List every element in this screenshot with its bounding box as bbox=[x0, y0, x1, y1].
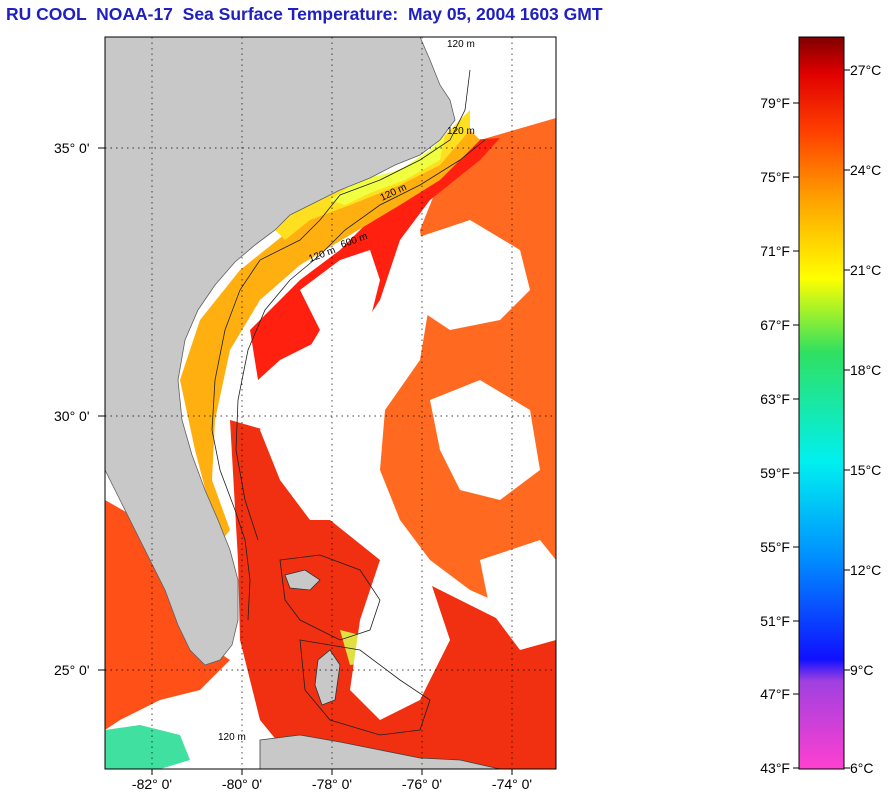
longitude-label: -80° 0' bbox=[222, 776, 262, 792]
sst-cool-inshore bbox=[330, 135, 445, 205]
colorbar-fahrenheit-label: 79°F bbox=[760, 95, 790, 111]
contour-label: 120 m bbox=[447, 39, 475, 50]
colorbar-celsius-label: 21°C bbox=[850, 262, 881, 278]
longitude-label: -76° 0' bbox=[402, 776, 442, 792]
longitude-label: -74° 0' bbox=[492, 776, 532, 792]
longitude-label: -82° 0' bbox=[132, 776, 172, 792]
bahamas-island bbox=[314, 649, 341, 706]
colorbar-ticks bbox=[793, 69, 850, 769]
colorbar-celsius-label: 6°C bbox=[850, 760, 874, 776]
map-title: RU COOL NOAA-17 Sea Surface Temperature:… bbox=[6, 4, 603, 24]
colorbar-fahrenheit-label: 63°F bbox=[760, 391, 790, 407]
cloud-blob bbox=[410, 220, 530, 330]
colorbar-fahrenheit-label: 67°F bbox=[760, 317, 790, 333]
sst-gulf-of-mexico bbox=[105, 500, 230, 730]
bathymetry-contour bbox=[235, 139, 486, 541]
latitude-label: 35° 0' bbox=[54, 140, 90, 156]
latitude-label: 30° 0' bbox=[54, 408, 90, 424]
us-southeast-landmass bbox=[105, 37, 456, 666]
sst-gulf-stream bbox=[250, 138, 500, 380]
bathymetry-contour bbox=[211, 69, 471, 621]
colorbar-fahrenheit-label: 55°F bbox=[760, 539, 790, 555]
colorbar-celsius-label: 12°C bbox=[850, 562, 881, 578]
cuba-landmass bbox=[259, 734, 501, 769]
map-frame bbox=[104, 36, 557, 770]
cloud-blob bbox=[430, 380, 540, 500]
colorbar-celsius-label: 15°C bbox=[850, 462, 881, 478]
colorbar-celsius-label: 27°C bbox=[850, 62, 881, 78]
graticule bbox=[105, 37, 556, 769]
contour-label: 120 m bbox=[218, 732, 246, 743]
colorbar-fahrenheit-label: 43°F bbox=[760, 760, 790, 776]
map-plot-area: 120 m 120 m 120 m 120 m 600 m 120 m bbox=[105, 37, 556, 769]
latitude-label: 25° 0' bbox=[54, 662, 90, 678]
colorbar-fahrenheit-label: 59°F bbox=[760, 465, 790, 481]
colorbar-celsius-label: 24°C bbox=[850, 162, 881, 178]
contour-label: 120 m bbox=[447, 126, 475, 137]
bahamas-bank-contour bbox=[299, 639, 431, 736]
cloud-blob bbox=[480, 540, 556, 650]
cloud-blob bbox=[260, 250, 380, 520]
colorbar-fahrenheit-label: 47°F bbox=[760, 686, 790, 702]
colorbar-fahrenheit-label: 75°F bbox=[760, 169, 790, 185]
sst-carolina-shelf bbox=[270, 110, 470, 240]
sst-cool-patch bbox=[105, 725, 190, 769]
colorbar-celsius-label: 18°C bbox=[850, 362, 881, 378]
cloud-blob bbox=[350, 560, 450, 720]
colorbar-fahrenheit-label: 51°F bbox=[760, 613, 790, 629]
colorbar bbox=[798, 36, 845, 770]
axis-ticks bbox=[98, 147, 513, 775]
colorbar-celsius-label: 9°C bbox=[850, 662, 874, 678]
bahamas-bank-contour bbox=[279, 554, 381, 641]
colorbar-fahrenheit-label: 71°F bbox=[760, 243, 790, 259]
longitude-label: -78° 0' bbox=[312, 776, 352, 792]
bahamas-island bbox=[284, 569, 321, 591]
